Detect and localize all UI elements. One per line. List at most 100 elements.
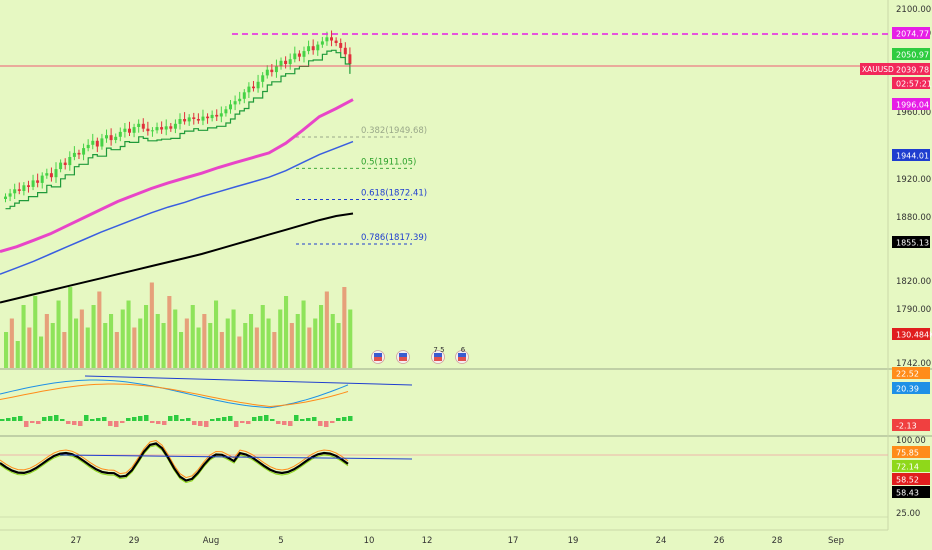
event-badges[interactable]: 7 5 6: [371, 346, 469, 364]
candle-body[interactable]: [316, 44, 320, 51]
stoch-tag[interactable]: [892, 486, 930, 498]
candle-body[interactable]: [27, 185, 30, 187]
price-tag[interactable]: [892, 77, 930, 89]
candle-body[interactable]: [284, 60, 288, 64]
candle-body[interactable]: [173, 123, 177, 129]
candle-body[interactable]: [265, 69, 269, 76]
candle-body[interactable]: [105, 135, 108, 139]
candle-body[interactable]: [141, 123, 145, 129]
candle-body[interactable]: [100, 138, 104, 147]
candle-body[interactable]: [72, 152, 76, 157]
candle-body[interactable]: [132, 127, 136, 133]
candle-body[interactable]: [150, 130, 154, 132]
candle-body[interactable]: [279, 60, 283, 67]
macd-signal-line[interactable]: [0, 383, 349, 408]
candle-body[interactable]: [8, 193, 12, 197]
candle-body[interactable]: [169, 126, 173, 129]
macd-tag[interactable]: [892, 382, 930, 394]
candle-body[interactable]: [210, 114, 214, 119]
candle-body[interactable]: [348, 54, 352, 65]
candle-body[interactable]: [252, 86, 255, 89]
candle-body[interactable]: [40, 175, 44, 183]
candle-body[interactable]: [91, 140, 95, 145]
candle-body[interactable]: [242, 92, 246, 99]
ma-line-pink[interactable]: [0, 98, 354, 254]
candle-body[interactable]: [49, 173, 53, 178]
stoch-k-line[interactable]: [0, 439, 349, 479]
candle-body[interactable]: [17, 189, 21, 191]
price-tag[interactable]: [892, 98, 930, 110]
candle-body[interactable]: [224, 109, 228, 114]
price-tag[interactable]: [892, 27, 930, 39]
candle-body[interactable]: [293, 53, 297, 60]
candle-body[interactable]: [4, 196, 7, 199]
candle-body[interactable]: [233, 101, 237, 105]
candle-body[interactable]: [31, 180, 35, 187]
candle-body[interactable]: [146, 128, 150, 132]
candle-body[interactable]: [123, 128, 127, 132]
candle-body[interactable]: [261, 75, 265, 82]
candle-body[interactable]: [59, 162, 63, 170]
price-tag[interactable]: [892, 236, 930, 248]
stoch-tag[interactable]: [892, 473, 930, 485]
candle-body[interactable]: [307, 46, 311, 52]
candle-body[interactable]: [128, 128, 131, 133]
candle-body[interactable]: [325, 37, 329, 42]
candle-body[interactable]: [320, 41, 324, 45]
candle-body[interactable]: [63, 162, 67, 165]
candle-body[interactable]: [238, 98, 242, 102]
ma-line-black[interactable]: [0, 212, 354, 304]
candle-body[interactable]: [160, 127, 164, 130]
candle-body[interactable]: [343, 47, 347, 55]
candle-body[interactable]: [178, 119, 182, 124]
candle-body[interactable]: [82, 148, 86, 155]
candle-body[interactable]: [36, 180, 40, 183]
candle-body[interactable]: [183, 119, 187, 122]
candle-body[interactable]: [274, 66, 278, 73]
price-tag[interactable]: [892, 328, 930, 340]
candle-body[interactable]: [206, 116, 210, 119]
candle-body[interactable]: [339, 43, 343, 48]
stoch-tag[interactable]: [892, 460, 930, 472]
ma-line-blue[interactable]: [0, 140, 354, 275]
candle-body[interactable]: [247, 86, 251, 93]
candle-body[interactable]: [77, 152, 81, 155]
macd-tag[interactable]: [892, 419, 930, 431]
price-tag[interactable]: [892, 48, 930, 60]
macd-line[interactable]: [0, 379, 349, 409]
macd-trendline[interactable]: [84, 375, 413, 386]
candle-body[interactable]: [196, 119, 200, 121]
candle-body[interactable]: [270, 69, 274, 73]
candle-body[interactable]: [201, 116, 205, 121]
candle-body[interactable]: [192, 117, 196, 119]
candle-body[interactable]: [288, 59, 292, 65]
stoch-d-line[interactable]: [0, 444, 349, 484]
candle-body[interactable]: [164, 126, 168, 130]
price-tag[interactable]: [892, 149, 930, 161]
candle-body[interactable]: [215, 114, 219, 117]
candle-body[interactable]: [68, 157, 72, 166]
macd-tag[interactable]: [892, 367, 930, 379]
candle-body[interactable]: [334, 40, 338, 43]
candle-body[interactable]: [13, 189, 17, 194]
candle-body[interactable]: [330, 37, 333, 41]
candle-body[interactable]: [109, 135, 113, 141]
symbol-tag[interactable]: [860, 63, 892, 75]
candle-body[interactable]: [118, 131, 122, 137]
candle-body[interactable]: [297, 53, 301, 57]
stoch-trendline[interactable]: [59, 454, 413, 460]
candle-body[interactable]: [54, 169, 58, 178]
candle-body[interactable]: [155, 127, 159, 131]
stoch-tag[interactable]: [892, 446, 930, 458]
candle-body[interactable]: [95, 140, 99, 147]
candle-body[interactable]: [114, 136, 118, 140]
trailing-stop-line[interactable]: [5, 49, 351, 210]
candle-body[interactable]: [22, 185, 26, 191]
candle-body[interactable]: [311, 46, 315, 51]
price-tag[interactable]: [892, 63, 930, 75]
candle-body[interactable]: [229, 104, 232, 110]
candle-body[interactable]: [45, 173, 49, 176]
candle-body[interactable]: [302, 51, 306, 57]
candle-body[interactable]: [256, 81, 260, 89]
